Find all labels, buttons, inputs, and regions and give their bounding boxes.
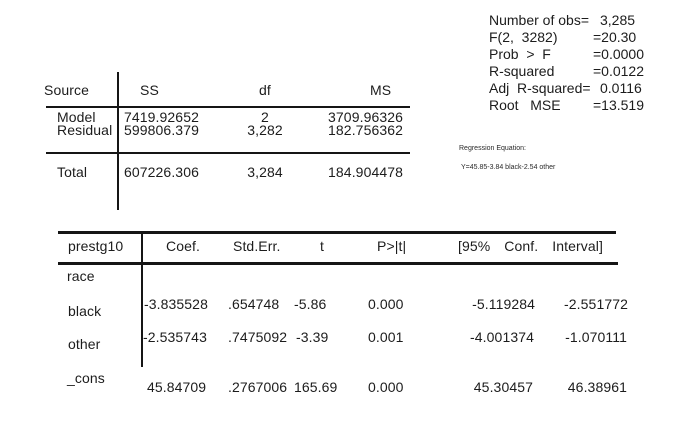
cons-coef: 45.84709 xyxy=(147,379,207,395)
stat-label: Prob > F xyxy=(489,46,551,62)
anova-header-ms: MS xyxy=(370,82,392,98)
coef-row-label-race: race xyxy=(67,268,95,284)
anova-header-source: Source xyxy=(44,82,89,98)
stat-label: Adj R-squared= xyxy=(489,80,591,96)
coef-header-coef: Coef. xyxy=(166,238,200,254)
anova-header-ss: SS xyxy=(140,82,159,98)
anova-residual-ms: 182.756362 xyxy=(328,122,403,138)
coef-header-depvar: prestg10 xyxy=(68,238,124,254)
coef-header-stderr: Std.Err. xyxy=(233,238,281,254)
anova-residual-ss: 599806.379 xyxy=(124,122,199,138)
black-stderr: .654748 xyxy=(228,296,280,312)
coef-header-conf-interval: [95% Conf. Interval] xyxy=(458,238,603,254)
coef-row-label-cons: _cons xyxy=(67,370,105,386)
cons-t: 165.69 xyxy=(294,379,338,395)
black-ci-low: -5.119284 xyxy=(472,296,535,312)
coef-row-label-other: other xyxy=(68,336,101,352)
coef-table-top-rule xyxy=(58,231,616,234)
anova-model-ss: 7419.92652 xyxy=(124,109,199,125)
regression-equation-title: Regression Equation: xyxy=(459,145,526,152)
coef-header-t: t xyxy=(320,238,324,254)
stat-row-f-statistic: F(2, 3282) =20.30 xyxy=(489,29,669,46)
anova-model-df: 2 xyxy=(261,109,269,125)
stat-label: Root MSE xyxy=(489,97,561,113)
stat-row-r-squared: R-squared =0.0122 xyxy=(489,63,669,80)
anova-residual-df: 3,282 xyxy=(247,122,283,138)
stat-value: =20.30 xyxy=(593,29,637,45)
stat-row-root-mse: Root MSE =13.519 xyxy=(489,97,669,114)
cons-stderr: .2767006 xyxy=(228,379,288,395)
stat-value: =13.519 xyxy=(593,97,644,113)
anova-total-ss: 607226.306 xyxy=(124,164,199,180)
anova-header-df: df xyxy=(259,82,271,98)
stat-value: =0.0122 xyxy=(593,63,644,79)
other-ci-high: -1.070111 xyxy=(565,329,627,345)
stat-row-adj-r-squared: Adj R-squared= 0.0116 xyxy=(489,80,669,97)
stat-row-prob-f: Prob > F =0.0000 xyxy=(489,46,669,63)
cons-p: 0.000 xyxy=(368,379,404,395)
black-coef: -3.835528 xyxy=(144,296,208,312)
cons-ci-low: 45.30457 xyxy=(473,379,533,395)
anova-header-rule xyxy=(46,106,410,108)
cons-ci-high: 46.38961 xyxy=(567,379,627,395)
other-coef: -2.535743 xyxy=(143,329,207,345)
anova-model-ms: 3709.96326 xyxy=(328,109,403,125)
anova-total-df: 3,284 xyxy=(247,164,283,180)
coef-row-label-black: black xyxy=(68,303,102,319)
stat-label: R-squared xyxy=(489,63,555,79)
other-t: -3.39 xyxy=(296,329,329,345)
anova-row-label-residual: Residual xyxy=(57,122,113,138)
stat-value: =0.0000 xyxy=(593,46,644,62)
stat-value: 3,285 xyxy=(600,12,636,28)
anova-vertical-divider xyxy=(117,72,119,210)
coef-table-header-rule xyxy=(58,262,618,265)
other-stderr: .7475092 xyxy=(228,329,288,345)
anova-row-label-model: Model xyxy=(57,109,96,125)
anova-total-rule xyxy=(46,152,410,154)
coef-header-p: P>|t| xyxy=(377,238,407,254)
other-p: 0.001 xyxy=(368,329,404,345)
other-ci-low: -4.001374 xyxy=(470,329,534,345)
anova-row-label-total: Total xyxy=(57,164,88,180)
black-p: 0.000 xyxy=(368,296,404,312)
anova-total-ms: 184.904478 xyxy=(328,164,403,180)
black-t: -5.86 xyxy=(294,296,327,312)
coef-table-vertical-divider xyxy=(141,231,143,367)
regression-equation-formula: Y=45.85-3.84 black-2.54 other xyxy=(461,164,556,171)
stat-value: 0.0116 xyxy=(600,80,642,96)
stat-row-number-of-obs: Number of obs= 3,285 xyxy=(489,12,669,29)
model-summary-stats: Number of obs= 3,285 F(2, 3282) =20.30 P… xyxy=(489,12,669,114)
black-ci-high: -2.551772 xyxy=(564,296,628,312)
stat-label: Number of obs= xyxy=(489,12,589,28)
stat-label: F(2, 3282) xyxy=(489,29,558,45)
